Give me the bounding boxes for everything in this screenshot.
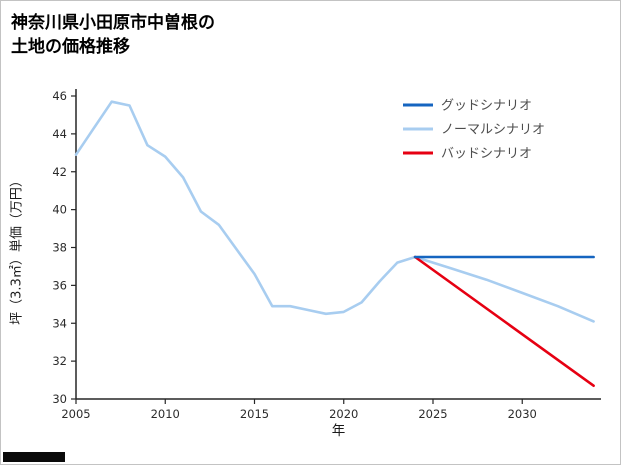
legend-label-0: グッドシナリオ <box>441 99 532 114</box>
x-tick-label: 2025 <box>418 407 447 421</box>
x-tick-label: 2015 <box>240 407 269 421</box>
x-tick-label: 2030 <box>508 407 537 421</box>
y-tick-label: 40 <box>52 203 67 217</box>
y-tick-label: 44 <box>52 127 67 141</box>
y-tick-label: 38 <box>52 241 67 255</box>
legend-label-1: ノーマルシナリオ <box>441 123 545 138</box>
y-tick-label: 30 <box>52 392 67 406</box>
x-axis-label: 年 <box>331 423 346 439</box>
bottom-left-black-bar <box>3 452 65 462</box>
chart-title-line2: 土地の価格推移 <box>11 37 130 57</box>
chart-title-line1: 神奈川県小田原市中曽根の <box>11 13 215 33</box>
x-tick-label: 2020 <box>329 407 358 421</box>
series-line-1 <box>74 100 595 323</box>
y-tick-label: 42 <box>52 165 67 179</box>
x-tick-label: 2010 <box>151 407 180 421</box>
y-axis-label: 坪（3.3㎡）単価（万円） <box>9 174 25 325</box>
y-tick-label: 34 <box>52 316 67 330</box>
y-tick-label: 32 <box>52 354 67 368</box>
legend-label-2: バッドシナリオ <box>441 147 532 162</box>
series-line-2 <box>413 255 595 388</box>
y-tick-label: 36 <box>52 278 67 292</box>
x-tick-label: 2005 <box>61 407 90 421</box>
chart-title: 神奈川県小田原市中曽根の 土地の価格推移 <box>11 11 215 59</box>
y-tick-label: 46 <box>52 89 67 103</box>
